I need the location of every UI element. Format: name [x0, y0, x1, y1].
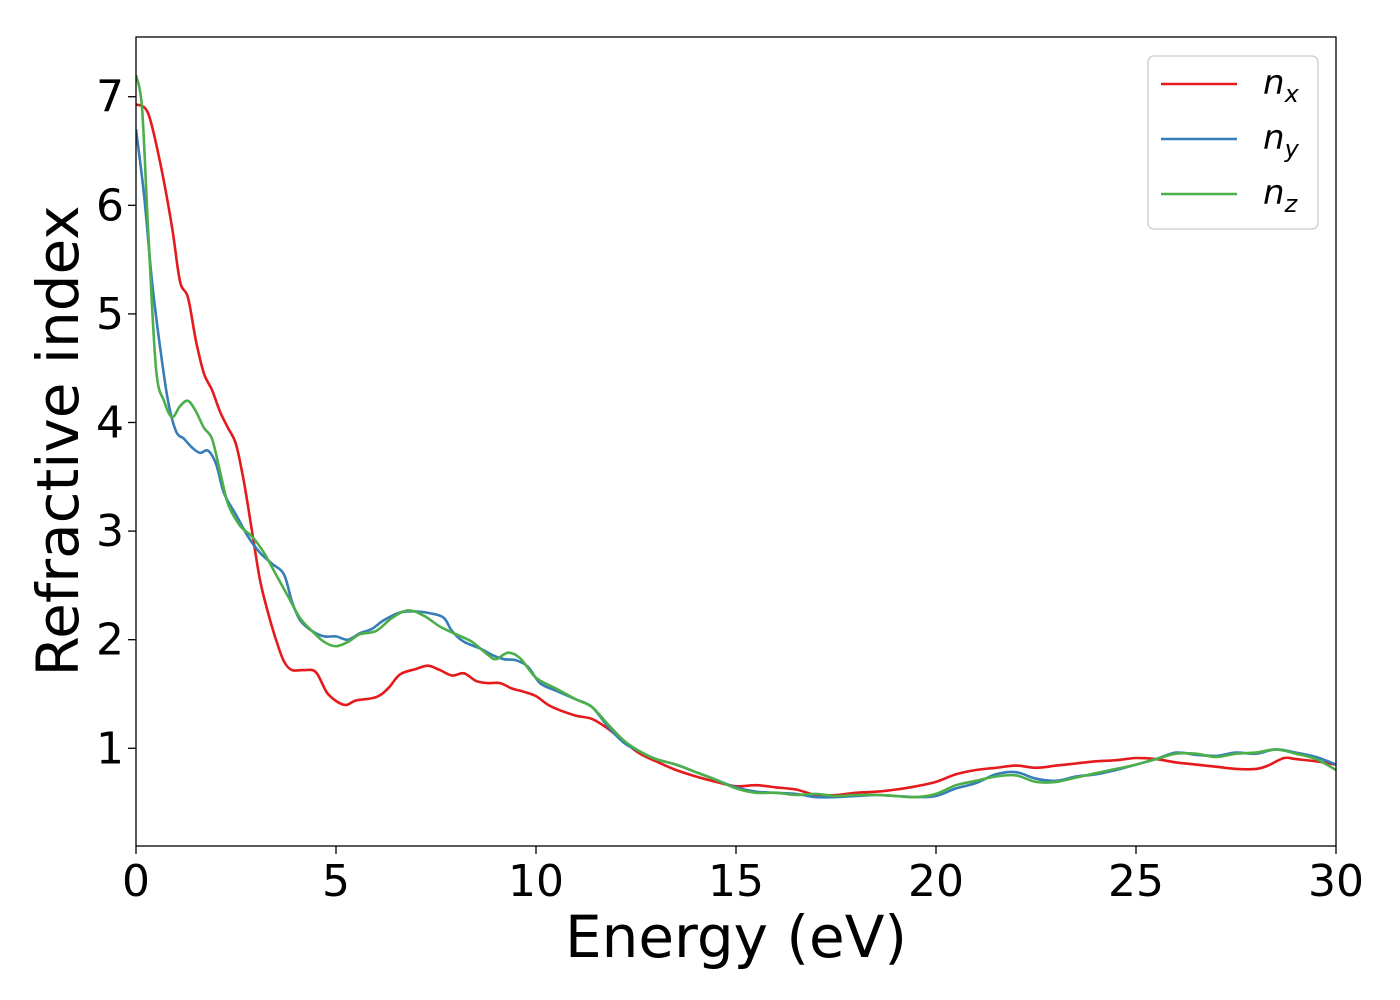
y-tick-label: 5: [96, 289, 124, 340]
series-line-n-x: [136, 103, 1336, 797]
x-tick-label: 25: [1108, 856, 1164, 907]
legend-label-n-z: nz: [1263, 173, 1299, 218]
x-axis: 0 5 10 15 20 25 30: [122, 846, 1364, 907]
y-axis-label: Refractive index: [24, 205, 92, 676]
y-tick-label: 7: [96, 72, 124, 123]
y-axis: 1 2 3 4 5 6 7: [96, 72, 136, 774]
legend-box: [1147, 55, 1319, 230]
x-tick-label: 10: [508, 856, 564, 907]
legend-label-n-y: ny: [1263, 118, 1300, 163]
x-tick-label: 5: [322, 856, 350, 907]
x-tick-label: 15: [708, 856, 764, 907]
series-layer: [136, 74, 1336, 799]
x-tick-label: 30: [1308, 856, 1364, 907]
x-tick-label: 0: [122, 856, 150, 907]
y-tick-label: 6: [96, 180, 124, 231]
legend: nx ny nz: [1147, 55, 1319, 230]
y-tick-label: 4: [96, 397, 124, 448]
x-axis-label: Energy (eV): [565, 903, 907, 971]
y-tick-label: 3: [96, 506, 124, 557]
y-tick-label: 2: [96, 615, 124, 666]
y-tick-label: 1: [96, 723, 124, 774]
x-tick-label: 20: [908, 856, 964, 907]
legend-label-n-x: nx: [1263, 63, 1300, 108]
series-line-n-z: [136, 74, 1336, 799]
